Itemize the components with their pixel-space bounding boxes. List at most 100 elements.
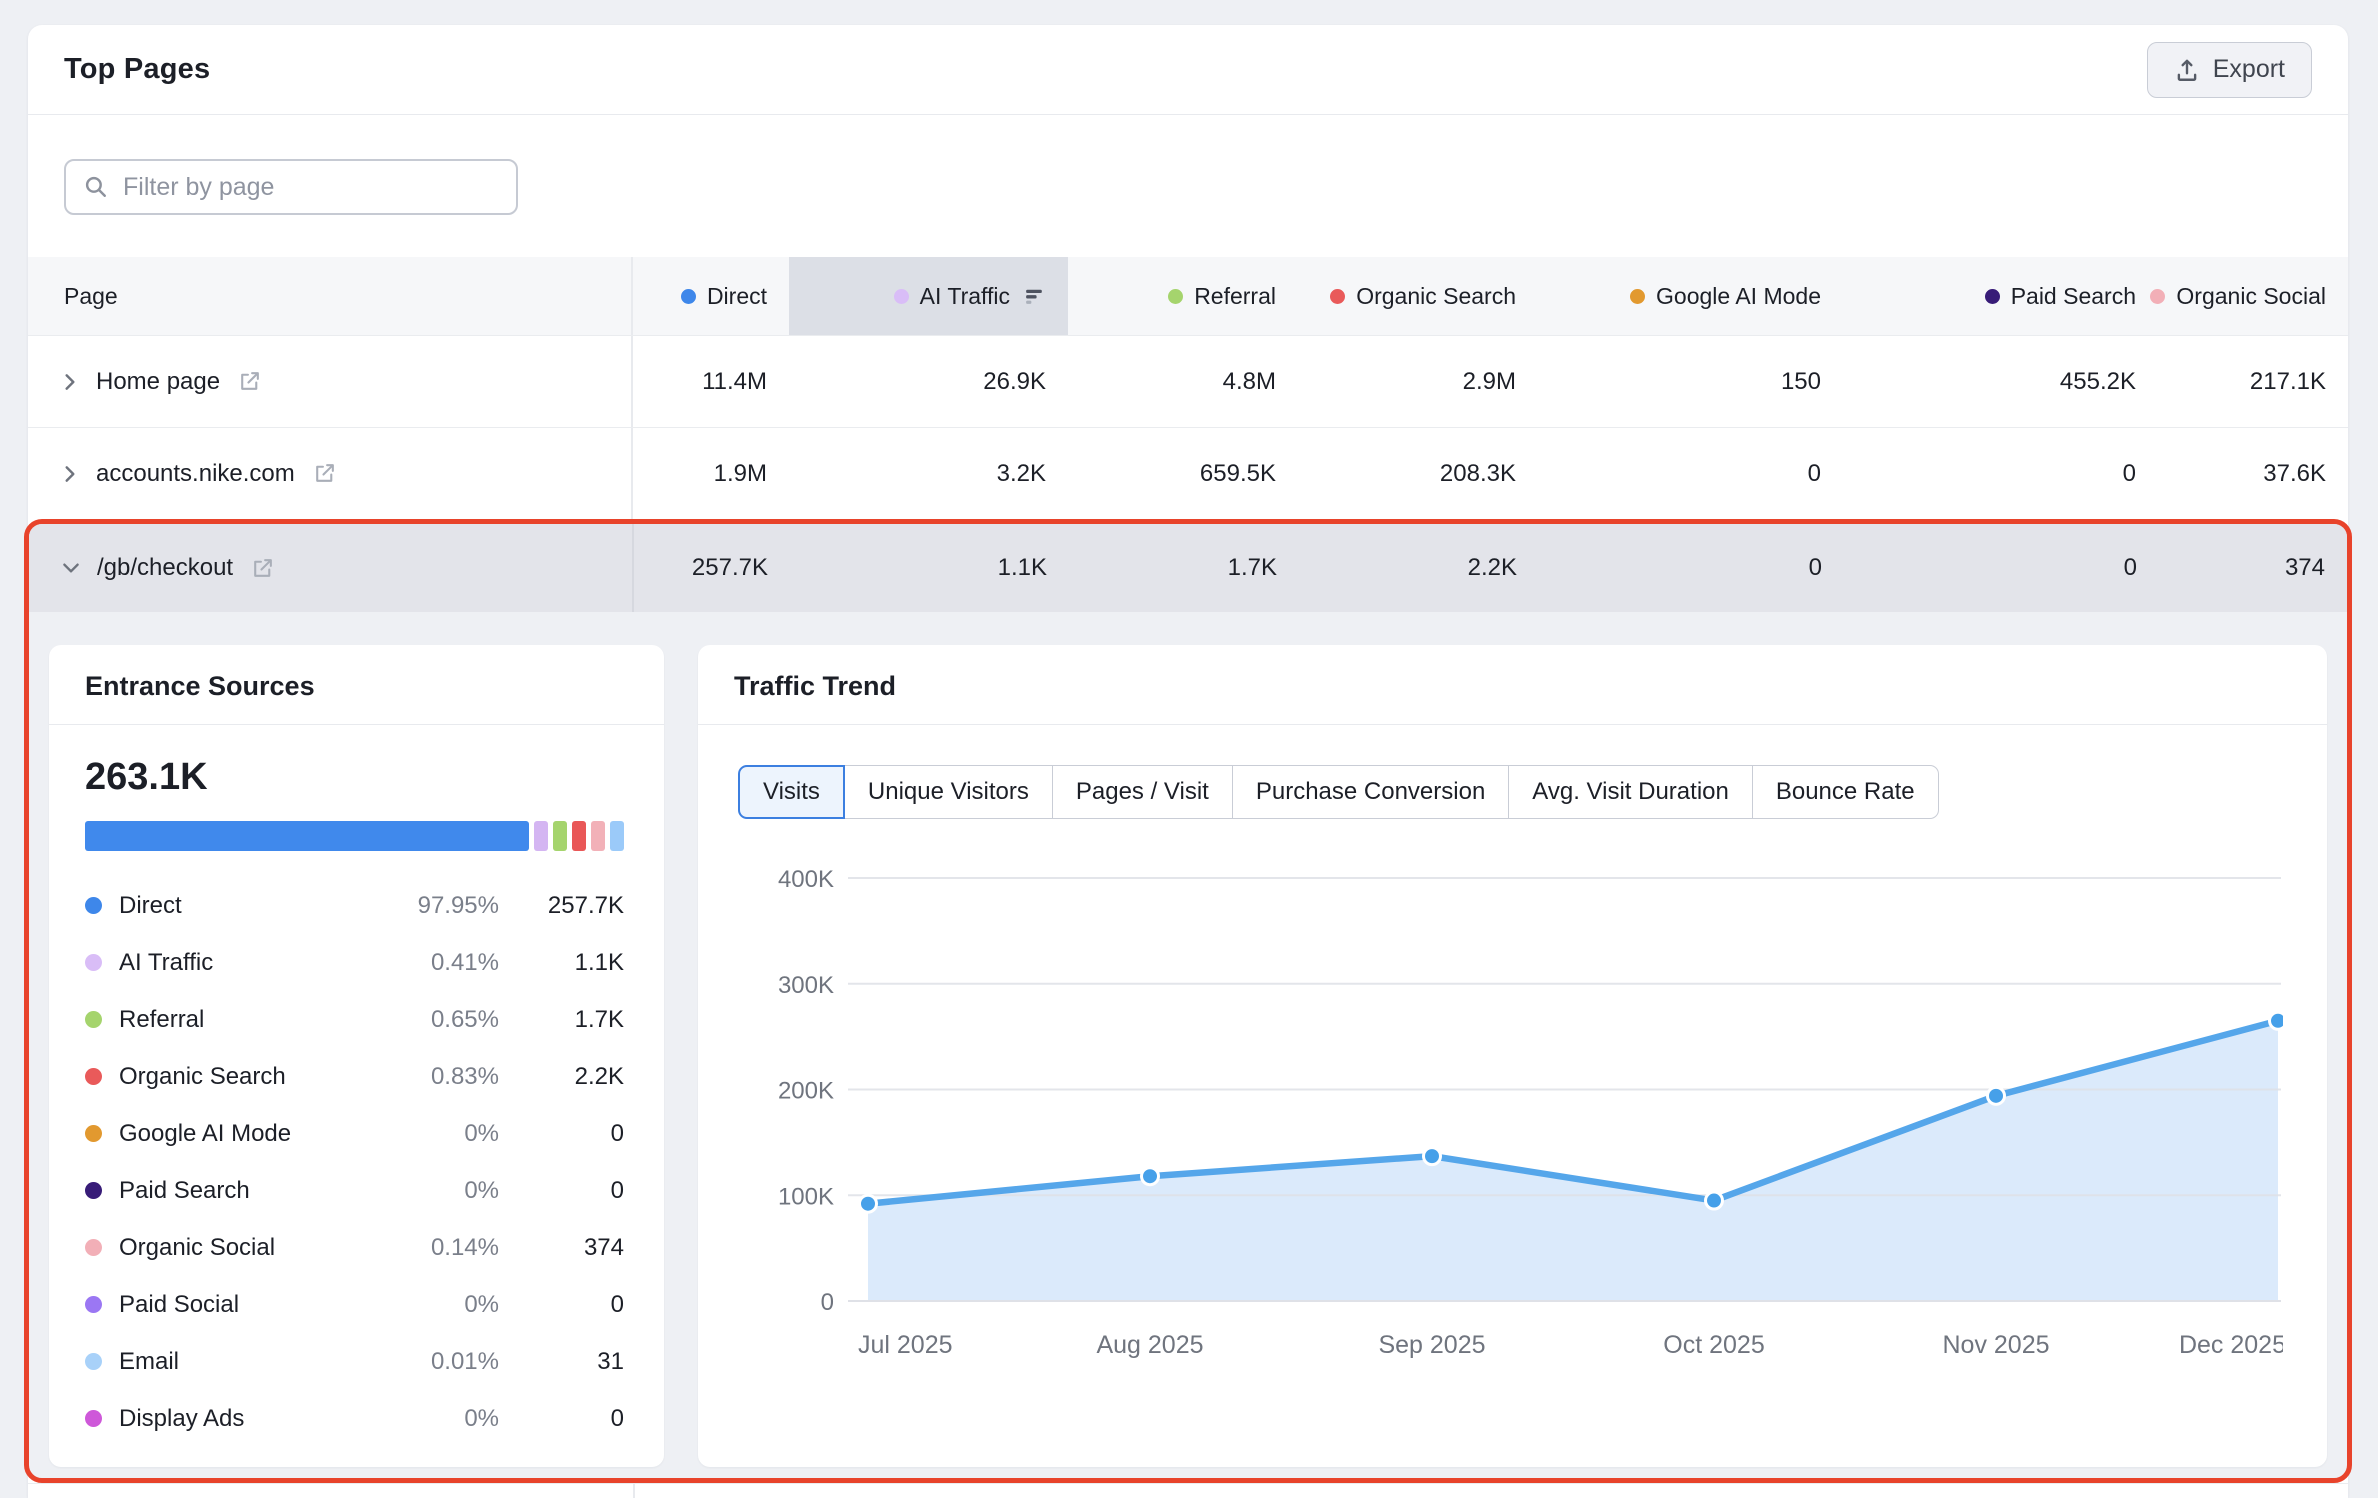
svg-text:400K: 400K [778,866,834,893]
traffic-trend-body: VisitsUnique VisitorsPages / VisitPurcha… [698,725,2327,1383]
referral-value: 4.8M [1068,336,1298,427]
column-header-page: Page [28,257,633,335]
legend-row-display-ads: Display Ads0%0 [85,1390,624,1447]
legend-value: 374 [499,1234,624,1262]
referral-value: 659.5K [1068,428,1298,519]
organic-search-color-dot [1330,289,1345,304]
metric-tabs: VisitsUnique VisitorsPages / VisitPurcha… [738,765,2287,819]
chevron-right-icon[interactable] [59,463,81,485]
legend-percent: 97.95% [369,892,499,920]
traffic-trend-title: Traffic Trend [698,645,2327,725]
tab-avg-visit-duration[interactable]: Avg. Visit Duration [1508,765,1753,819]
legend-value: 1.7K [499,1006,624,1034]
paid-search-value: 0 [1844,524,2159,612]
direct-value: 1.9M [633,428,789,519]
page-cell[interactable]: accounts.nike.com [28,428,633,519]
tab-pages-visit[interactable]: Pages / Visit [1052,765,1233,819]
column-label: Paid Search [2011,283,2136,310]
column-label: Google AI Mode [1656,283,1821,310]
direct-value: 257.7K [634,524,790,612]
organic-social-value: 37.6K [2158,428,2348,519]
column-header-ai-traffic[interactable]: AI Traffic [789,257,1068,335]
entrance-sources-title: Entrance Sources [49,645,664,725]
external-link-icon[interactable] [237,369,262,394]
next-row-sliver [28,1483,2348,1498]
svg-text:Sep 2025: Sep 2025 [1378,1331,1485,1359]
table-row-accounts-nike-com[interactable]: accounts.nike.com1.9M3.2K659.5K208.3K003… [28,427,2348,519]
legend-label: Google AI Mode [119,1120,291,1148]
legend-row-organic-search: Organic Search0.83%2.2K [85,1048,624,1105]
data-point-nov-2025 [1988,1087,2005,1104]
referral-color-dot [1168,289,1183,304]
ai-traffic-color-dot [85,954,102,971]
legend-row-referral: Referral0.65%1.7K [85,991,624,1048]
data-point-jul-2025 [860,1195,877,1212]
organic-search-value: 2.2K [1299,524,1539,612]
expanded-detail-area: Entrance Sources 263.1K Direct97.95%257.… [29,612,2347,1478]
legend-row-paid-social: Paid Social0%0 [85,1276,624,1333]
table-row-home-page[interactable]: Home page11.4M26.9K4.8M2.9M150455.2K217.… [28,335,2348,427]
svg-text:Oct 2025: Oct 2025 [1663,1331,1764,1359]
column-label: AI Traffic [920,283,1010,310]
legend-value: 1.1K [499,949,624,977]
legend-label: Paid Social [119,1291,239,1319]
legend-row-email: Email0.01%31 [85,1333,624,1390]
table-row-gb-checkout[interactable]: /gb/checkout257.7K1.1K1.7K2.2K00374 [29,524,2347,612]
filter-input[interactable] [123,173,500,202]
legend-label: Organic Search [119,1063,286,1091]
page-cell[interactable]: /gb/checkout [29,524,634,612]
tab-purchase-conversion[interactable]: Purchase Conversion [1232,765,1509,819]
column-header-direct[interactable]: Direct [633,257,789,335]
svg-text:0: 0 [821,1289,834,1316]
legend-label: Direct [119,892,182,920]
card-header: Top Pages Export [28,25,2348,115]
paid-search-color-dot [1985,289,2000,304]
tab-bounce-rate[interactable]: Bounce Rate [1752,765,1939,819]
export-label: Export [2213,55,2285,84]
legend-row-organic-social: Organic Social0.14%374 [85,1219,624,1276]
bar-segment-ai-traffic [534,821,548,851]
paid-search-value: 0 [1843,428,2158,519]
google-ai-mode-value: 0 [1538,428,1843,519]
column-header-google-ai-mode[interactable]: Google AI Mode [1538,257,1843,335]
page-cell[interactable]: Home page [28,336,633,427]
organic-social-color-dot [2150,289,2165,304]
filter-area [28,115,2348,257]
legend-percent: 0% [369,1120,499,1148]
column-header-organic-search[interactable]: Organic Search [1298,257,1538,335]
svg-text:100K: 100K [778,1183,834,1210]
column-label: Organic Search [1356,283,1516,310]
legend-percent: 0.41% [369,949,499,977]
svg-text:Nov 2025: Nov 2025 [1942,1331,2049,1359]
chevron-right-icon[interactable] [59,371,81,393]
legend-row-direct: Direct97.95%257.7K [85,877,624,934]
organic-social-color-dot [85,1239,102,1256]
entrance-total: 263.1K [85,755,624,799]
column-divider [633,1484,635,1498]
column-label: Direct [707,283,767,310]
legend-label: Organic Social [119,1234,275,1262]
legend-value: 0 [499,1405,624,1433]
legend-percent: 0.01% [369,1348,499,1376]
legend-label: AI Traffic [119,949,213,977]
legend-value: 31 [499,1348,624,1376]
entrance-legend: Direct97.95%257.7KAI Traffic0.41%1.1KRef… [85,877,624,1447]
external-link-icon[interactable] [250,556,275,581]
google-ai-mode-value: 150 [1538,336,1843,427]
svg-text:Aug 2025: Aug 2025 [1096,1331,1203,1359]
filter-box[interactable] [64,159,518,215]
expanded-row-slot: /gb/checkout257.7K1.1K1.7K2.2K00374 [29,524,2347,612]
paid-search-color-dot [85,1182,102,1199]
sort-descending-icon [1023,285,1046,308]
column-header-referral[interactable]: Referral [1068,257,1298,335]
external-link-icon[interactable] [312,461,337,486]
svg-text:200K: 200K [778,1078,834,1105]
column-header-paid-search[interactable]: Paid Search [1843,257,2158,335]
export-button[interactable]: Export [2147,42,2312,98]
bar-segment-organic-social [591,821,605,851]
tab-visits[interactable]: Visits [738,765,845,819]
column-header-organic-social[interactable]: Organic Social [2158,257,2348,335]
chevron-down-icon[interactable] [60,557,82,579]
entrance-sources-body: 263.1K Direct97.95%257.7KAI Traffic0.41%… [49,725,664,1447]
tab-unique-visitors[interactable]: Unique Visitors [844,765,1053,819]
